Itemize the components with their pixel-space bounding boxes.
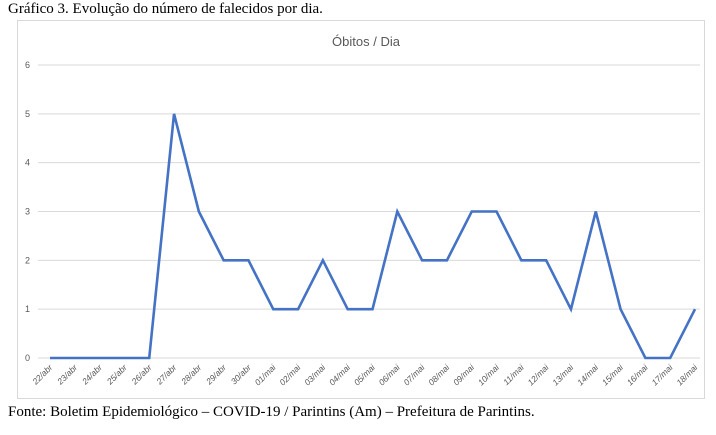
- y-tick-label: 0: [25, 353, 30, 363]
- x-tick-label: 28/abr: [178, 362, 204, 388]
- x-tick-label: 10/mai: [476, 362, 502, 388]
- x-tick-label: 12/mai: [525, 362, 551, 388]
- series-obitos: [49, 113, 697, 360]
- x-tick-label: 29/abr: [203, 362, 229, 388]
- x-tick-label: 15/mai: [600, 362, 626, 388]
- x-tick-label: 25/abr: [104, 362, 130, 388]
- y-tick-label: 3: [25, 207, 30, 217]
- x-tick-label: 02/mai: [277, 362, 303, 388]
- y-tick-label: 5: [25, 109, 30, 119]
- chart-frame: [17, 20, 705, 399]
- x-tick-label: 27/abr: [154, 362, 180, 388]
- x-tick-label: 07/mai: [401, 362, 427, 388]
- x-tick-label: 13/mai: [550, 362, 576, 388]
- x-tick-label: 24/abr: [79, 362, 105, 388]
- x-tick-label: 11/mai: [501, 362, 526, 387]
- series-line: [50, 113, 697, 360]
- x-tick-label: 06/mai: [377, 362, 403, 388]
- y-tick-label: 2: [25, 255, 30, 265]
- x-tick-label: 30/abr: [229, 362, 254, 387]
- x-tick-label: 05/mai: [352, 362, 378, 388]
- x-tick-label: 08/mai: [426, 362, 452, 388]
- y-tick-label: 1: [25, 304, 30, 314]
- x-tick-label: 23/abr: [54, 362, 80, 388]
- x-tick-label: 26/abr: [129, 362, 155, 388]
- x-tick-label: 22/abr: [30, 362, 56, 388]
- x-tick-label: 17/mai: [649, 362, 675, 388]
- figure-caption: Gráfico 3. Evolução do número de falecid…: [8, 1, 323, 17]
- x-tick-label: 16/mai: [625, 362, 651, 388]
- x-tick-label: 04/mai: [327, 362, 353, 388]
- y-tick-label: 4: [25, 158, 30, 168]
- figure-source: Fonte: Boletim Epidemiológico – COVID-19…: [8, 404, 535, 420]
- y-tick-label: 6: [25, 60, 30, 70]
- x-tick-label: 14/mai: [575, 362, 601, 388]
- y-axis-ticks: 0 1 2 3 4 5 6: [25, 60, 30, 363]
- x-tick-label: 01/mai: [253, 362, 279, 388]
- x-axis-ticks: 22/abr 23/abr 24/abr 25/abr 26/abr 27/abr 28/a…: [30, 362, 701, 388]
- x-tick-label: 09/mai: [451, 362, 477, 388]
- chart-title: Óbitos / Dia: [332, 34, 401, 49]
- x-tick-label: 18/mai: [674, 362, 700, 388]
- gridlines: [38, 64, 700, 359]
- x-tick-label: 03/mai: [302, 362, 328, 388]
